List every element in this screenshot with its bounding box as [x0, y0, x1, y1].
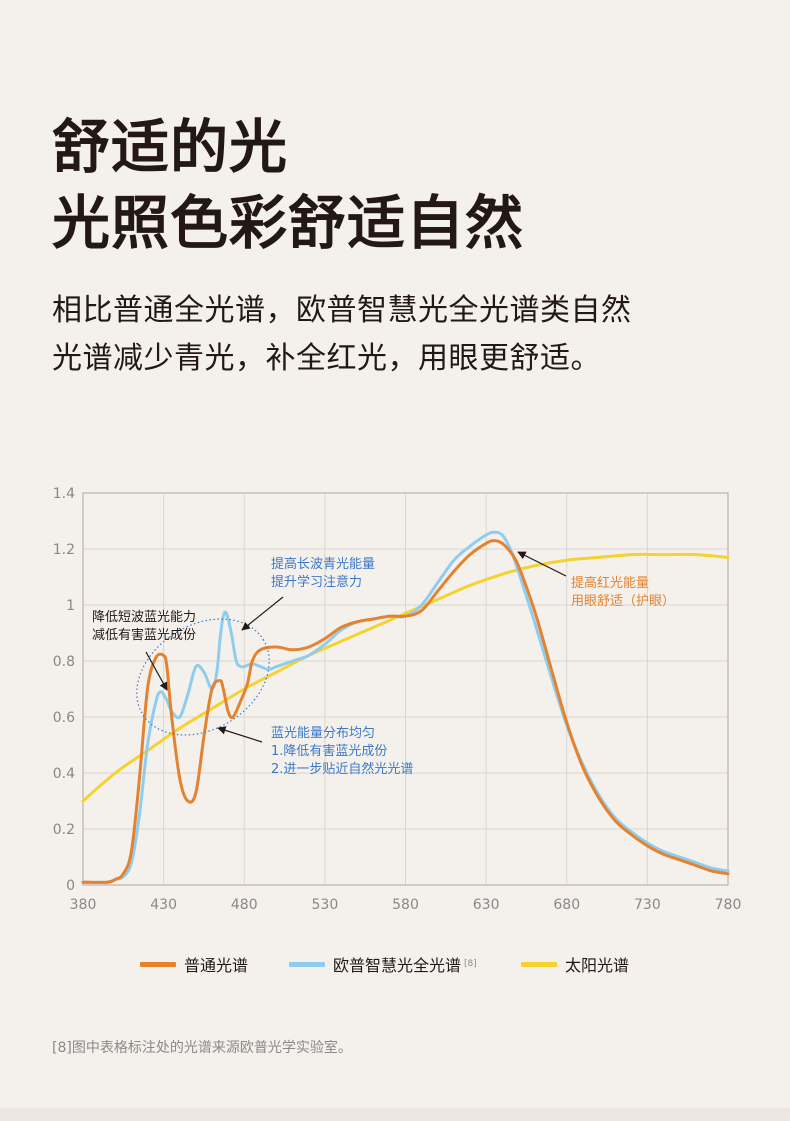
footnote: [8]图中表格标注处的光谱来源欧普光学实验室。 — [52, 1040, 352, 1056]
x-tick-label: 730 — [634, 897, 661, 913]
red-arrow — [517, 551, 567, 577]
y-tick-label: 1 — [66, 598, 75, 614]
y-tick-label: 0.6 — [53, 710, 75, 726]
annotation-short-wave-1: 降低短波蓝光能力 — [92, 610, 196, 625]
series-line-sun — [81, 552, 730, 803]
x-tick-label: 380 — [70, 897, 97, 913]
x-tick-label: 680 — [553, 897, 580, 913]
page-title-line2: 光照色彩舒适自然 — [52, 189, 525, 257]
y-tick-label: 0 — [66, 878, 75, 894]
chart-grid — [83, 493, 728, 885]
legend-swatch-opple — [289, 961, 325, 967]
legend-item-sun: 太阳光谱 — [521, 952, 629, 976]
legend-label-normal: 普通光谱 — [184, 956, 249, 975]
subtitle-line2: 光谱减少青光，补全红光，用眼更舒适。 — [52, 341, 601, 376]
uniform-arrow — [217, 726, 263, 743]
x-tick-label: 430 — [150, 897, 177, 913]
short-wave-arrow — [145, 651, 168, 691]
legend-ref-opple: [8] — [464, 959, 477, 969]
annotation-blue-wave-1: 提高长波青光能量 — [271, 556, 375, 572]
series-lines — [81, 530, 730, 884]
y-tick-label: 1.2 — [53, 542, 75, 558]
x-tick-label: 480 — [231, 897, 258, 913]
x-tick-label: 630 — [473, 897, 500, 913]
y-tick-label: 0.2 — [53, 822, 75, 838]
legend-label-opple: 欧普智慧光全光谱 — [333, 956, 462, 975]
y-tick-label: 0.8 — [53, 654, 75, 670]
spectrum-chart: 0 0.2 0.4 0.6 0.8 1 1.2 1.4 380 430 480 530 580 630 6… — [53, 486, 742, 913]
legend-item-normal: 普通光谱 — [140, 952, 248, 976]
legend-swatch-sun — [521, 961, 557, 967]
legend-label-sun: 太阳光谱 — [565, 956, 630, 975]
y-tick-label: 1.4 — [53, 486, 75, 502]
annotation-red-1: 提高红光能量 — [571, 575, 649, 591]
subtitle-line1: 相比普通全光谱，欧普智慧光全光谱类自然 — [52, 293, 632, 328]
blue-wave-ellipse — [136, 618, 270, 736]
annotation-blue-wave-2: 提升学习注意力 — [271, 574, 362, 590]
annotation-uniform-1: 蓝光能量分布均匀 — [271, 726, 375, 741]
annotation-uniform-2: 1.降低有害蓝光成份 — [271, 743, 387, 759]
legend-item-opple: 欧普智慧光全光谱 [8] — [289, 952, 477, 976]
x-axis-ticks: 380 430 480 530 580 630 680 730 780 — [70, 897, 742, 913]
page-title-line1: 舒适的光 — [52, 113, 289, 181]
x-tick-label: 780 — [715, 897, 742, 913]
x-tick-label: 530 — [312, 897, 339, 913]
x-tick-label: 580 — [392, 897, 419, 913]
plot-frame — [82, 492, 729, 886]
y-axis-ticks: 0 0.2 0.4 0.6 0.8 1 1.2 1.4 — [53, 486, 75, 894]
legend-swatch-normal — [140, 961, 176, 967]
y-tick-label: 0.4 — [53, 766, 75, 782]
annotation-uniform-3: 2.进一步贴近自然光光谱 — [271, 761, 413, 777]
blue-wave-arrow — [241, 596, 284, 631]
bottom-band — [0, 1108, 790, 1121]
annotation-short-wave-2: 减低有害蓝光成份 — [92, 627, 196, 643]
annotation-red-2: 用眼舒适（护眼） — [571, 594, 675, 609]
series-line-normal — [81, 539, 730, 884]
